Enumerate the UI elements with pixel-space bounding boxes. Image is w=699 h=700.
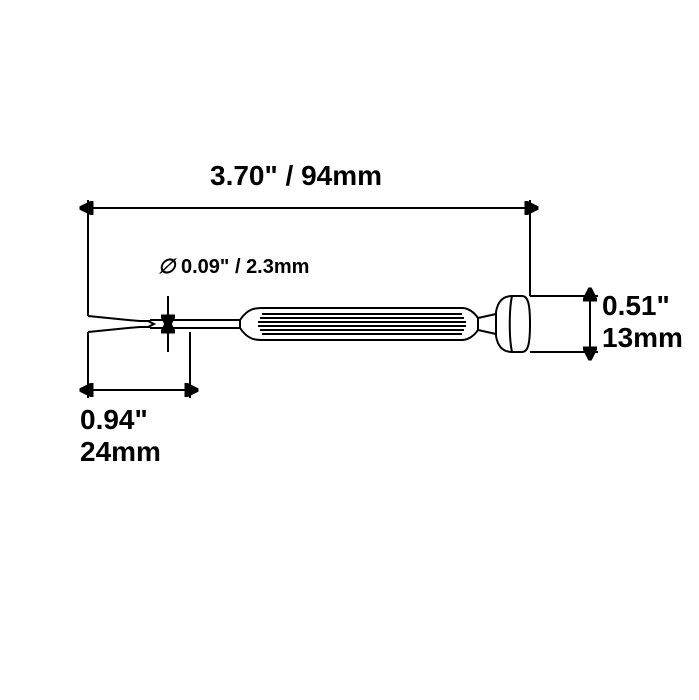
dim-tip-length: [88, 332, 190, 398]
dim-cap-diameter: [530, 296, 598, 352]
label-cap-dia-in: 0.51": [602, 290, 670, 322]
tool-shaft: [150, 320, 240, 328]
label-tip-length-mm: 24mm: [80, 436, 161, 468]
label-cap-dia-mm: 13mm: [602, 322, 683, 354]
tool-neck: [478, 314, 496, 334]
drawing-canvas: 3.70" / 94mm ∅ 0.09" / 2.3mm 0.94" 24mm …: [0, 0, 699, 700]
label-tip-length-in: 0.94": [80, 404, 148, 436]
label-shaft-dia: ∅ 0.09" / 2.3mm: [158, 254, 309, 279]
tool-handle: [240, 308, 478, 340]
label-total-length: 3.70" / 94mm: [210, 160, 382, 192]
tool-illustration: [0, 0, 699, 700]
label-shaft-dia-value: 0.09" / 2.3mm: [181, 256, 309, 278]
tool-cap: [496, 296, 530, 352]
tool-tip: [88, 316, 154, 332]
